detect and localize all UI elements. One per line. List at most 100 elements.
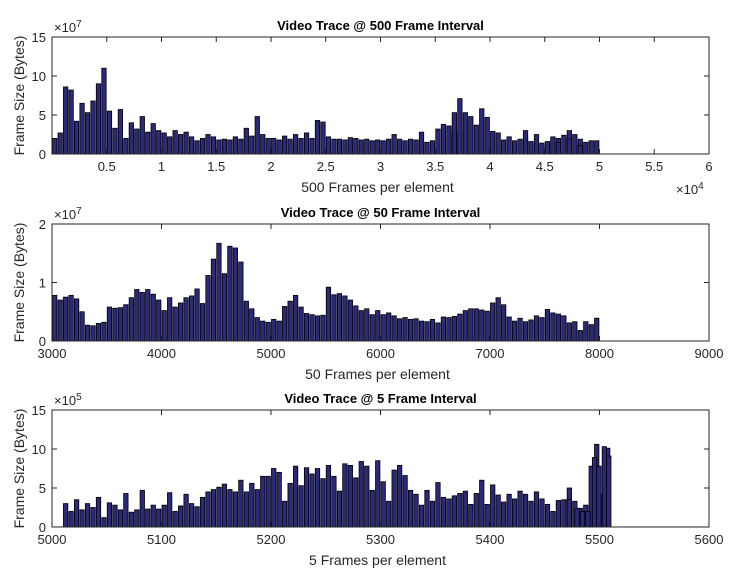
x-tick-label: 5 bbox=[596, 159, 603, 174]
bar bbox=[52, 137, 58, 155]
bar bbox=[336, 490, 343, 528]
bar bbox=[364, 308, 370, 342]
bar bbox=[397, 138, 403, 155]
bar bbox=[95, 323, 102, 342]
x-tick-label: 5600 bbox=[695, 532, 724, 547]
x-tick-label: 1.5 bbox=[207, 159, 225, 174]
bar bbox=[397, 318, 403, 342]
bar bbox=[424, 321, 430, 342]
bar bbox=[528, 319, 534, 342]
bar bbox=[161, 132, 167, 155]
bar bbox=[260, 134, 266, 155]
y-tick-label: 5 bbox=[39, 481, 46, 496]
bar bbox=[544, 309, 551, 342]
bar bbox=[579, 510, 586, 528]
bar bbox=[347, 137, 353, 155]
bar bbox=[413, 139, 419, 155]
bar bbox=[353, 137, 359, 155]
bar bbox=[178, 134, 184, 155]
bar bbox=[292, 465, 299, 528]
bar bbox=[210, 136, 217, 155]
bar bbox=[139, 116, 145, 155]
bar bbox=[265, 475, 271, 528]
bar bbox=[309, 137, 315, 155]
bar bbox=[128, 297, 134, 342]
bar bbox=[418, 504, 425, 528]
bar bbox=[271, 468, 277, 528]
bar bbox=[199, 496, 206, 528]
bar bbox=[473, 308, 479, 342]
bar bbox=[424, 489, 430, 528]
bar bbox=[375, 310, 381, 342]
bar bbox=[243, 300, 249, 342]
bar bbox=[106, 306, 113, 342]
x-tick-label: 8000 bbox=[585, 346, 614, 361]
bar bbox=[462, 112, 468, 155]
bar bbox=[495, 494, 501, 528]
bar bbox=[74, 120, 80, 155]
bar bbox=[227, 245, 233, 342]
bar bbox=[596, 465, 602, 528]
bar bbox=[550, 312, 556, 342]
x-tick-label: 9000 bbox=[695, 346, 724, 361]
bar bbox=[243, 491, 249, 528]
bar bbox=[539, 142, 545, 155]
bar bbox=[418, 320, 425, 342]
bar bbox=[369, 489, 375, 528]
x-tick-label: 5400 bbox=[476, 532, 505, 547]
bar bbox=[583, 141, 589, 155]
bar bbox=[601, 446, 607, 528]
bar bbox=[440, 123, 447, 155]
bar bbox=[446, 498, 452, 528]
bar bbox=[90, 507, 96, 528]
bar bbox=[150, 504, 156, 528]
bar bbox=[57, 132, 63, 155]
x-tick-label: 5500 bbox=[585, 532, 614, 547]
y-tick-label: 0 bbox=[39, 520, 46, 535]
bar bbox=[282, 306, 288, 342]
x-tick-label: 3000 bbox=[38, 346, 67, 361]
x-axis-label: 5 Frames per element bbox=[309, 552, 446, 568]
bar bbox=[265, 321, 271, 342]
bar bbox=[566, 322, 572, 342]
bar bbox=[287, 482, 293, 528]
x-tick-label: 1 bbox=[158, 159, 165, 174]
bar bbox=[347, 464, 353, 528]
x-tick-label: 6 bbox=[705, 159, 712, 174]
bar bbox=[320, 478, 326, 528]
bar bbox=[588, 324, 594, 342]
y-tick-label: 5 bbox=[39, 108, 46, 123]
bar bbox=[221, 273, 228, 342]
bar bbox=[167, 492, 173, 528]
bar bbox=[287, 138, 293, 155]
bar bbox=[282, 500, 288, 528]
bar bbox=[353, 305, 359, 342]
bar bbox=[358, 310, 364, 342]
bar bbox=[199, 303, 206, 342]
bar bbox=[254, 116, 260, 155]
bar bbox=[555, 500, 562, 528]
bar bbox=[585, 510, 591, 528]
bar bbox=[451, 316, 457, 342]
x-tick-label: 3 bbox=[377, 159, 384, 174]
bar bbox=[216, 486, 222, 528]
bar bbox=[550, 136, 556, 155]
bar bbox=[123, 137, 129, 155]
bar bbox=[95, 83, 102, 155]
bar bbox=[156, 299, 162, 342]
bar bbox=[512, 140, 518, 155]
bar bbox=[254, 489, 260, 528]
bar bbox=[101, 67, 107, 155]
bar bbox=[462, 310, 468, 342]
bar bbox=[522, 130, 529, 155]
bar bbox=[490, 130, 496, 155]
bar bbox=[194, 140, 200, 155]
bar bbox=[79, 311, 85, 342]
bar bbox=[429, 318, 436, 342]
bar bbox=[128, 511, 134, 528]
bar bbox=[435, 322, 441, 342]
bar bbox=[123, 493, 129, 528]
x-tick-label: 5.5 bbox=[645, 159, 663, 174]
y-axis-label: Frame Size (Bytes) bbox=[11, 409, 27, 529]
bar bbox=[145, 289, 151, 342]
